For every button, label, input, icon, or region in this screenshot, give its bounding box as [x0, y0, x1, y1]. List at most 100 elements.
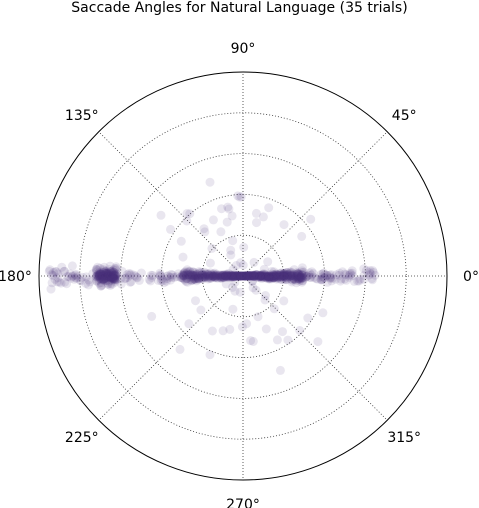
scatter-point [165, 272, 175, 282]
angle-tick-label: 270° [226, 497, 260, 508]
scatter-point [277, 272, 286, 282]
scatter-point [103, 278, 113, 288]
scatter-point [294, 271, 304, 281]
scatter-point [220, 271, 230, 281]
scatter-point [236, 271, 246, 281]
scatter-point [249, 272, 259, 282]
scatter-point [279, 268, 289, 278]
scatter-point [125, 277, 135, 287]
scatter-point [278, 273, 288, 283]
scatter-point [72, 272, 82, 281]
scatter-point [258, 272, 268, 282]
scatter-point [240, 271, 250, 281]
scatter-point [215, 272, 225, 282]
scatter-point [207, 272, 217, 282]
scatter-point [212, 271, 221, 281]
scatter-point [267, 272, 277, 281]
scatter-point [182, 265, 192, 275]
scatter-point [94, 269, 103, 279]
scatter-point [104, 272, 114, 282]
scatter-point [71, 270, 81, 280]
scatter-point [122, 273, 132, 283]
scatter-point [349, 276, 359, 286]
scatter-point [317, 272, 327, 282]
scatter-point [294, 270, 304, 280]
scatter-point [287, 277, 297, 287]
scatter-point [233, 271, 243, 281]
scatter-point [296, 272, 306, 282]
scatter-point [179, 271, 189, 281]
scatter-point [238, 271, 248, 281]
scatter-point [102, 272, 112, 282]
scatter-point [322, 270, 332, 280]
scatter-point [216, 273, 226, 283]
scatter-point [259, 271, 269, 281]
scatter-point [306, 270, 316, 280]
scatter-point [205, 271, 215, 281]
scatter-point [204, 272, 214, 282]
scatter-point [221, 269, 231, 279]
angular-gridline [242, 275, 388, 421]
scatter-point [298, 276, 308, 286]
scatter-point [81, 279, 91, 288]
scatter-point [251, 285, 261, 295]
scatter-point [67, 272, 77, 282]
scatter-point [255, 271, 265, 281]
scatter-point [294, 273, 304, 283]
scatter-point [264, 272, 274, 282]
scatter-point [208, 215, 218, 225]
scatter-point [199, 273, 209, 283]
scatter-point [271, 270, 281, 280]
scatter-point [227, 272, 237, 282]
scatter-point [295, 326, 305, 335]
scatter-point [110, 270, 120, 280]
scatter-point [259, 273, 269, 283]
scatter-point [269, 273, 279, 283]
scatter-point [130, 271, 140, 281]
scatter-point [276, 272, 286, 282]
scatter-point [231, 271, 241, 281]
scatter-point [249, 271, 258, 281]
scatter-point [110, 273, 120, 283]
scatter-point [313, 337, 323, 347]
scatter-point [103, 270, 113, 280]
scatter-point [97, 269, 107, 279]
scatter-point [125, 270, 135, 280]
scatter-point [279, 271, 289, 281]
scatter-point [348, 271, 358, 281]
scatter-point [264, 272, 274, 282]
scatter-point [108, 274, 118, 284]
scatter-point [226, 271, 236, 281]
scatter-point [226, 270, 236, 280]
scatter-point [102, 268, 112, 278]
scatter-point [205, 350, 215, 360]
angular-gridline [242, 131, 388, 277]
scatter-point [280, 272, 290, 282]
scatter-point [240, 271, 249, 281]
scatter-point [269, 270, 279, 280]
scatter-point [189, 274, 199, 284]
scatter-point [265, 270, 275, 280]
scatter-point [260, 295, 270, 305]
scatter-point [270, 271, 280, 281]
scatter-point [271, 272, 281, 282]
angular-gridline [98, 131, 244, 277]
scatter-point [193, 273, 203, 283]
scatter-point [75, 275, 85, 285]
scatter-point [103, 272, 113, 282]
scatter-point [325, 270, 335, 280]
scatter-point [197, 270, 207, 280]
scatter-point [248, 276, 258, 286]
angle-tick-labels: 0° 45° 90° 135° 180° 225° 270° 315° [0, 41, 479, 508]
scatter-point [278, 269, 288, 279]
scatter-point [230, 272, 240, 282]
scatter-point [296, 273, 306, 282]
scatter-point [72, 273, 82, 283]
scatter-point [319, 268, 329, 278]
scatter-point [223, 271, 233, 281]
chart-title: Saccade Angles for Natural Language (35 … [71, 0, 408, 16]
scatter-point [104, 269, 114, 279]
scatter-point [286, 270, 296, 280]
scatter-point [211, 271, 221, 281]
